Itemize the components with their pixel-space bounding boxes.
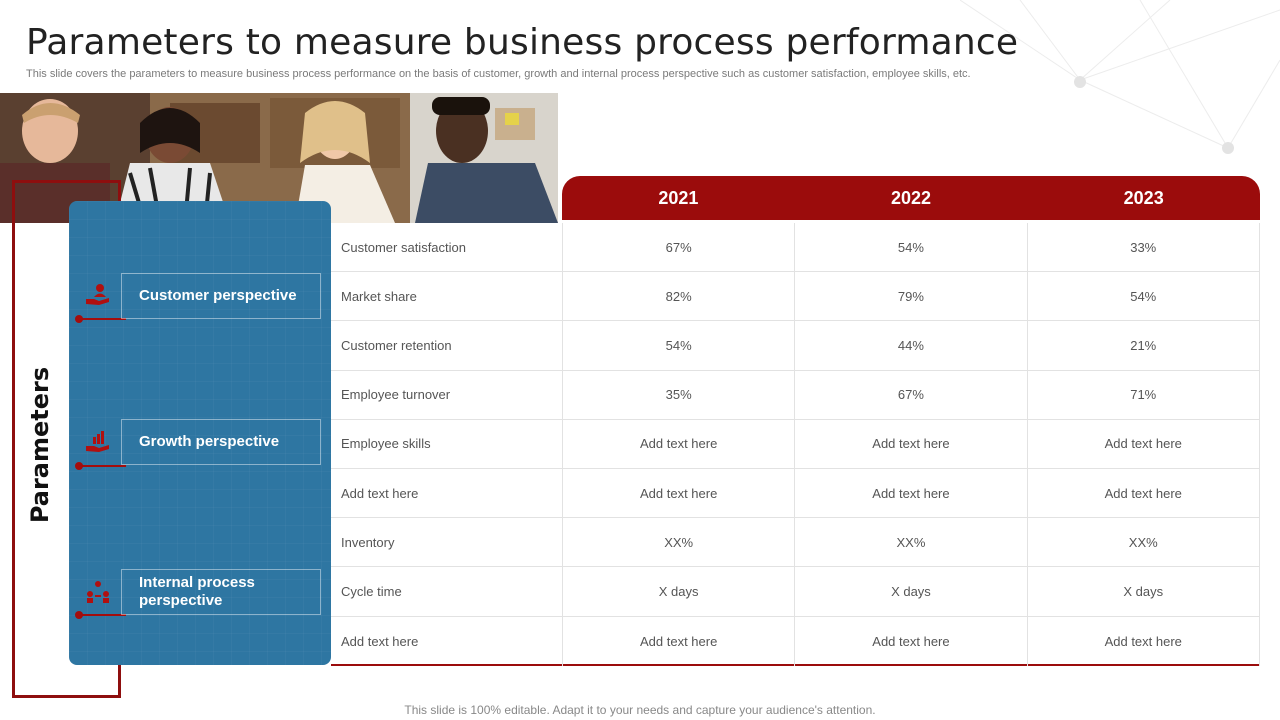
row-label: Cycle time (331, 567, 563, 616)
team-process-icon (87, 581, 109, 603)
row-label: Customer satisfaction (331, 223, 563, 272)
table-row: Employee skills Add text here Add text h… (331, 419, 1260, 469)
cell-2022: 79% (795, 272, 1028, 321)
cell-2021: Add text here (563, 468, 796, 518)
growth-chart-hand-icon (86, 431, 109, 452)
cell-2021: X days (563, 567, 796, 616)
cell-2022: Add text here (795, 616, 1028, 666)
table-row: Add text here Add text here Add text her… (331, 616, 1260, 666)
growth-perspective-box: Growth perspective (121, 419, 321, 465)
customer-perspective-box: Customer perspective (121, 273, 321, 319)
internal-connector (75, 611, 126, 619)
cell-2021: 54% (563, 321, 796, 370)
row-label: Employee turnover (331, 370, 563, 419)
cell-2022: Add text here (795, 419, 1028, 468)
footer-note: This slide is 100% editable. Adapt it to… (404, 703, 876, 717)
cell-2023: XX% (1028, 518, 1260, 567)
table-row: Customer retention 54% 44% 21% (331, 321, 1260, 371)
internal-process-perspective-label: Internal process perspective (139, 574, 255, 609)
perspectives-panel: Customer perspective Growth perspective … (69, 201, 331, 665)
cell-2021: 82% (563, 272, 796, 321)
cell-2022: 44% (795, 321, 1028, 370)
cell-2022: XX% (795, 518, 1028, 567)
page-subtitle: This slide covers the parameters to meas… (26, 68, 971, 80)
cell-2022: 67% (795, 370, 1028, 419)
table-row: Market share 82% 79% 54% (331, 272, 1260, 322)
year-header: 2021 2022 2023 (562, 176, 1260, 220)
table-row: Cycle time X days X days X days (331, 567, 1260, 617)
cell-2021: XX% (563, 518, 796, 567)
cell-2023: Add text here (1028, 419, 1260, 468)
parameters-label: Parameters (26, 366, 54, 524)
cell-2023: 21% (1028, 321, 1260, 370)
cell-2022: 54% (795, 223, 1028, 272)
growth-connector (75, 462, 126, 470)
year-2022-header: 2022 (890, 187, 932, 208)
growth-perspective-label: Growth perspective (139, 433, 280, 450)
background-network-decoration (960, 0, 1280, 154)
internal-process-perspective-box: Internal process perspective (121, 569, 321, 615)
table-row: Inventory XX% XX% XX% (331, 518, 1260, 568)
cell-2023: 33% (1028, 223, 1260, 272)
hand-customer-icon (86, 284, 109, 305)
cell-2023: 54% (1028, 272, 1260, 321)
table-row: Customer satisfaction 67% 54% 33% (331, 223, 1260, 273)
row-label: Customer retention (331, 321, 563, 370)
parameters-table: Customer satisfaction 67% 54% 33% Market… (331, 223, 1260, 666)
cell-2023: X days (1028, 567, 1260, 616)
cell-2021: Add text here (563, 616, 796, 666)
cell-2021: 67% (563, 223, 796, 272)
cell-2022: Add text here (795, 468, 1028, 518)
year-2023-header: 2023 (1123, 187, 1164, 208)
row-label: Inventory (331, 518, 563, 567)
customer-perspective-label: Customer perspective (139, 287, 297, 304)
row-label: Market share (331, 272, 563, 321)
cell-2023: 71% (1028, 370, 1260, 419)
cell-2021: 35% (563, 370, 796, 419)
year-2021-header: 2021 (658, 187, 699, 208)
page-title: Parameters to measure business process p… (26, 22, 1019, 63)
table-row: Employee turnover 35% 67% 71% (331, 370, 1260, 420)
cell-2023: Add text here (1028, 616, 1260, 666)
table-row: Add text here Add text here Add text her… (331, 468, 1260, 519)
cell-2023: Add text here (1028, 468, 1260, 518)
cell-2022: X days (795, 567, 1028, 616)
customer-connector (75, 315, 126, 323)
row-label: Add text here (331, 616, 563, 666)
cell-2021: Add text here (563, 419, 796, 468)
row-label: Employee skills (331, 419, 563, 468)
row-label: Add text here (331, 468, 563, 518)
